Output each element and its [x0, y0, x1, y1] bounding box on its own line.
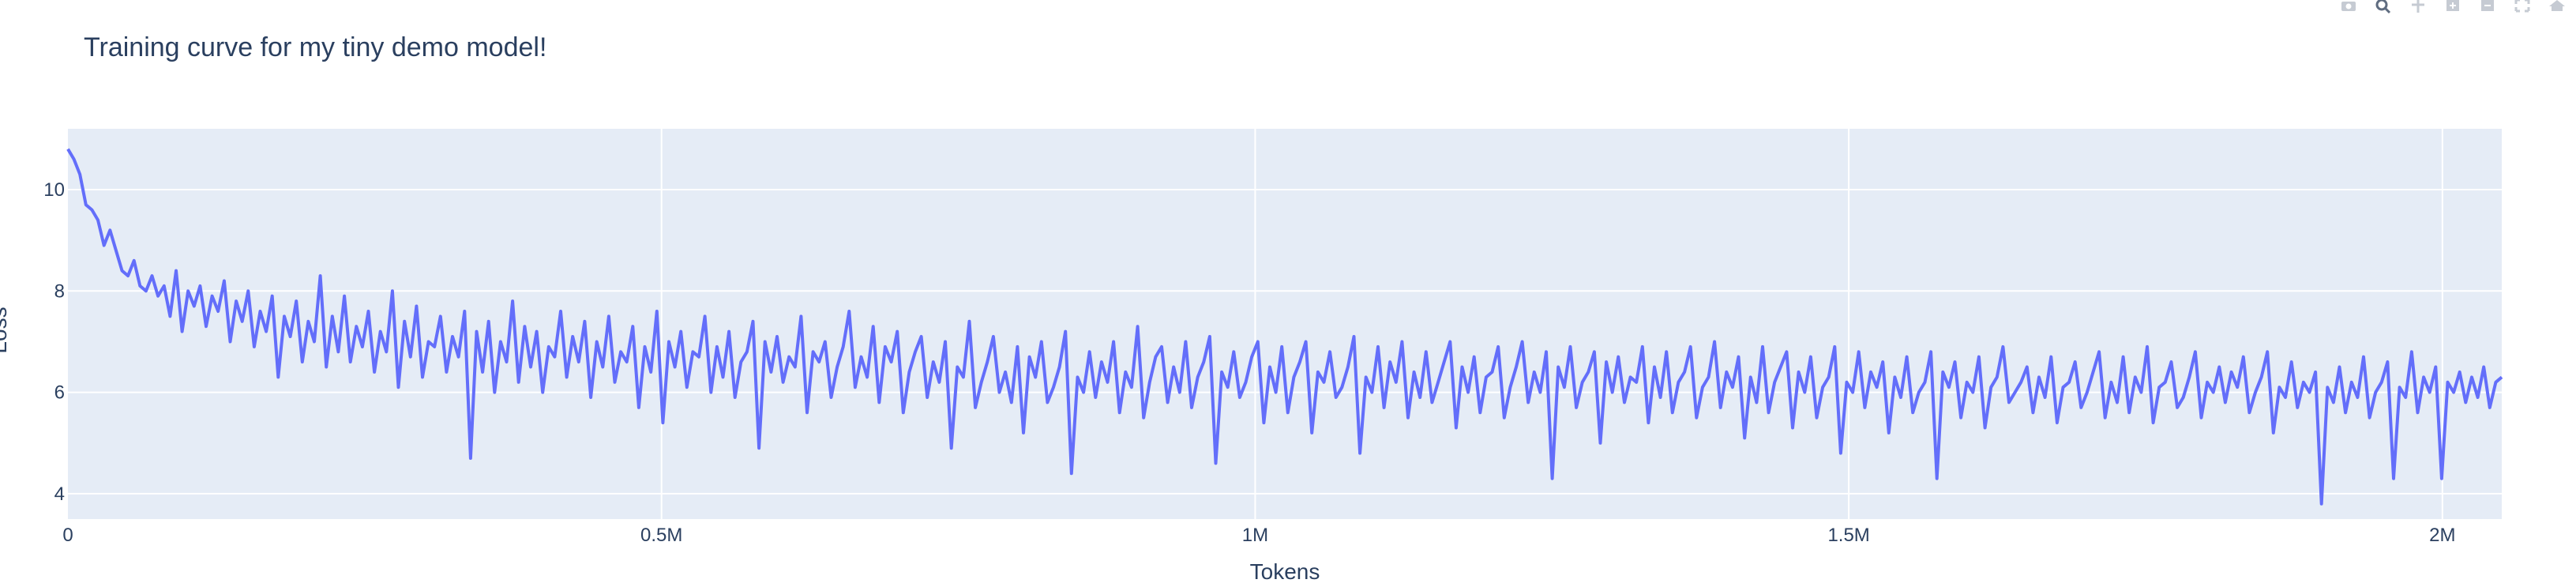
zoom-in-icon[interactable]: [2439, 0, 2467, 16]
axis-ticks: 0 0.5M 1M 1.5M 2M 4 6 8 10: [43, 179, 2455, 546]
camera-icon[interactable]: [2334, 0, 2363, 16]
pan-icon[interactable]: [2404, 0, 2432, 16]
x-tick-label: 0: [62, 525, 73, 546]
x-tick-label: 1.5M: [1827, 525, 1869, 546]
y-tick-label: 4: [54, 484, 65, 505]
chart-title: Training curve for my tiny demo model!: [84, 32, 546, 62]
plot-area[interactable]: [68, 129, 2502, 519]
x-axis-title: Tokens: [1250, 559, 1320, 583]
y-tick-label: 8: [54, 280, 65, 302]
series-line-loss: [66, 148, 2503, 506]
home-icon[interactable]: [2543, 0, 2571, 16]
modebar: [2334, 0, 2571, 16]
zoom-out-icon[interactable]: [2473, 0, 2502, 16]
x-tick-label: 2M: [2429, 525, 2455, 546]
autoscale-icon[interactable]: [2508, 0, 2537, 16]
y-axis-title: Loss: [0, 307, 11, 353]
x-tick-label: 0.5M: [640, 525, 682, 546]
y-tick-label: 6: [54, 382, 65, 404]
y-tick-label: 10: [43, 179, 65, 201]
x-tick-label: 1M: [1242, 525, 1268, 546]
zoom-icon[interactable]: [2369, 0, 2398, 16]
